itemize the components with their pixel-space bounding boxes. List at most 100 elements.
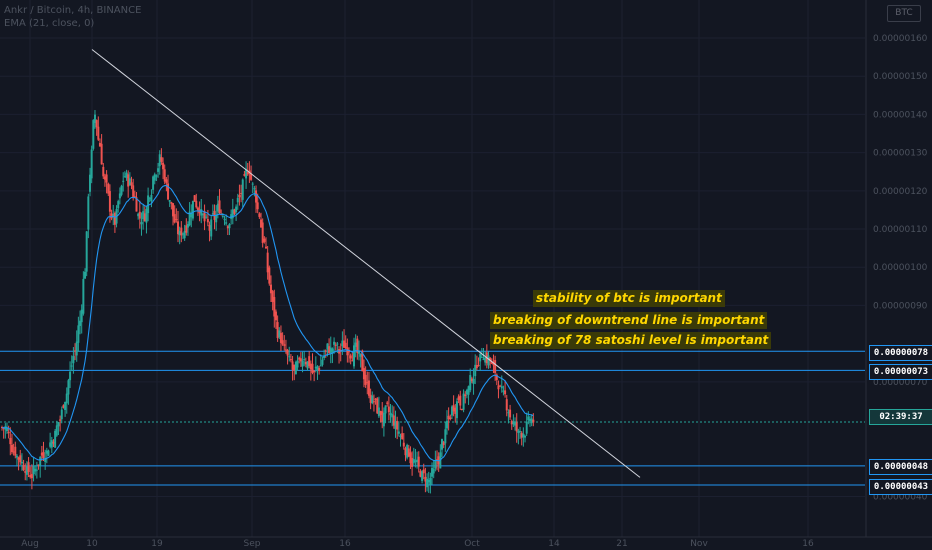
candle-body	[427, 480, 430, 483]
candle-body	[269, 284, 272, 294]
candle-body	[517, 430, 520, 434]
candle-body	[454, 407, 457, 414]
candle-body	[279, 332, 282, 343]
candle-body	[397, 431, 400, 434]
candle-body	[411, 458, 414, 467]
candle-body	[178, 231, 181, 236]
candle-body	[343, 340, 346, 348]
candle-body	[70, 365, 73, 367]
candle-body	[105, 174, 108, 183]
candle-body	[296, 360, 299, 368]
candle-body	[293, 364, 296, 371]
candle-body	[266, 252, 269, 273]
candle-body	[281, 340, 284, 345]
candle-body	[142, 211, 145, 220]
candle-body	[268, 267, 271, 284]
candle-body	[5, 428, 8, 432]
ema-line	[1, 184, 534, 462]
candle-body	[321, 359, 324, 365]
downtrend-line[interactable]	[91, 49, 641, 478]
candle-body	[85, 231, 88, 272]
candle-body	[301, 360, 304, 367]
candle-body	[233, 209, 236, 214]
candle-body	[401, 433, 404, 440]
candle-body	[137, 213, 140, 217]
candle-body	[527, 416, 530, 421]
candle-body	[404, 448, 407, 456]
candle-body	[97, 126, 100, 140]
candle-body	[464, 394, 467, 397]
candle-body	[381, 411, 384, 422]
candle-body	[465, 390, 468, 395]
candle-body	[255, 190, 258, 203]
candle-body	[331, 348, 334, 353]
indicator-legend[interactable]: EMA (21, close, 0)	[4, 18, 95, 29]
candle-body	[502, 390, 505, 392]
x-tick-label: Oct	[464, 539, 480, 549]
candle-body	[225, 222, 228, 224]
candle-body	[206, 219, 209, 223]
candle-body	[74, 350, 77, 352]
candle-body	[459, 395, 462, 406]
symbol-legend[interactable]: Ankr / Bitcoin, 4h, BINANCE	[4, 5, 142, 16]
candle-body	[44, 457, 47, 462]
annotation-btc-stability[interactable]: stability of btc is important	[533, 290, 725, 307]
candle-body	[67, 380, 70, 395]
candle-body	[271, 291, 274, 302]
candle-body	[455, 401, 458, 419]
annotation-downtrend-break[interactable]: breaking of downtrend line is important	[490, 312, 768, 329]
y-tick-label: 0.00000130	[873, 149, 928, 159]
candle-body	[286, 350, 289, 356]
candle-body	[183, 230, 186, 239]
candle-body	[372, 401, 375, 403]
candle-body	[504, 390, 507, 395]
candle-body	[487, 355, 490, 366]
candle-body	[54, 430, 57, 448]
currency-button[interactable]: BTC	[887, 5, 921, 22]
candle-body	[313, 370, 316, 372]
horizontal-levels	[0, 350, 865, 486]
candle-body	[19, 455, 22, 463]
candle-body	[218, 200, 221, 214]
candle-body	[25, 466, 28, 475]
candle-body	[522, 433, 525, 438]
candle-body	[387, 406, 390, 413]
candle-body	[200, 209, 203, 216]
candle-body	[180, 227, 183, 236]
candle-body	[185, 225, 188, 233]
candle-body	[510, 420, 513, 425]
price-axis[interactable]: 0.00000160 0.00000150 0.00000140 0.00000130…	[873, 34, 928, 502]
candle-body	[173, 214, 176, 223]
candle-body	[49, 442, 52, 447]
candle-body	[29, 475, 32, 478]
candle-body	[362, 368, 365, 380]
candle-body	[357, 351, 360, 354]
candle-body	[341, 340, 344, 347]
candle-body	[374, 398, 377, 400]
candle-body	[42, 452, 45, 458]
candle-body	[52, 441, 55, 444]
candle-body	[153, 174, 156, 181]
candle-body	[127, 174, 130, 187]
candle-body	[278, 330, 281, 338]
candle-body	[170, 202, 173, 204]
candle-body	[462, 393, 465, 410]
candle-body	[93, 114, 96, 123]
grid	[0, 0, 865, 537]
candle-body	[274, 311, 277, 321]
candle-body	[158, 154, 161, 167]
candle-body	[490, 361, 493, 364]
candle-body	[27, 462, 30, 472]
time-axis[interactable]: Aug 10 19 Sep 16 Oct 14 21 Nov 16	[21, 539, 814, 549]
candle-body	[442, 442, 445, 446]
candle-body	[50, 440, 53, 448]
candle-body	[509, 409, 512, 418]
candle-body	[520, 432, 523, 438]
x-tick-label: 19	[151, 539, 163, 549]
candle-body	[484, 357, 487, 363]
annotation-78-satoshi[interactable]: breaking of 78 satoshi level is importan…	[490, 332, 772, 349]
candle-body	[211, 213, 214, 215]
y-tick-label: 0.00000110	[873, 225, 928, 235]
candle-body	[133, 196, 136, 198]
